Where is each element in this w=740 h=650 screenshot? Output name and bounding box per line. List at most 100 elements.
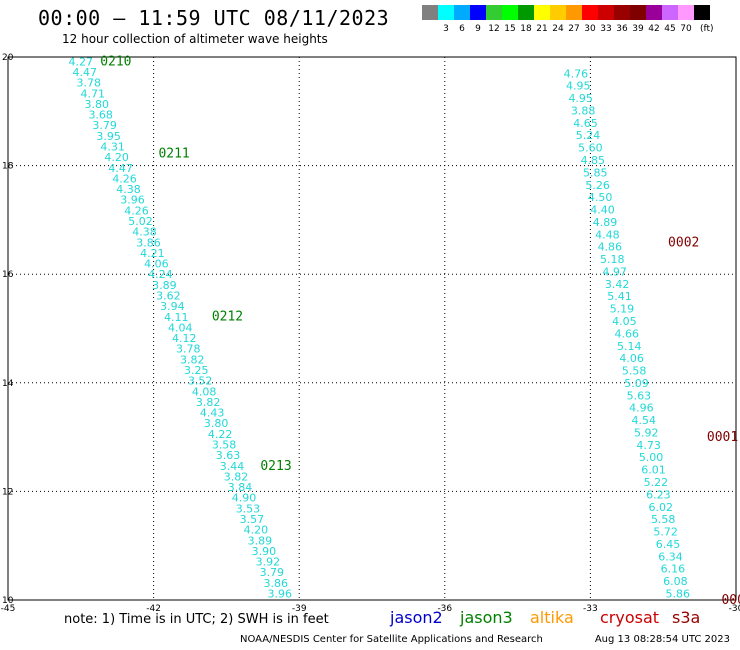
swh-value: 3.92 [256, 556, 281, 569]
swh-value: 3.90 [252, 545, 277, 558]
swh-value: 5.86 [666, 587, 691, 600]
grid [7, 56, 737, 601]
swh-value: 4.66 [615, 327, 640, 340]
swh-value: 6.16 [661, 563, 686, 576]
swh-value: 4.31 [100, 140, 125, 153]
swh-value: 4.73 [636, 439, 661, 452]
swh-value: 6.45 [656, 538, 681, 551]
swh-value: 4.97 [602, 265, 627, 278]
swh-value: 3.94 [160, 300, 185, 313]
y-tick-label: 16 [2, 270, 14, 280]
timestamp: Aug 13 08:28:54 UTC 2023 [594, 634, 730, 645]
color-swatch [438, 5, 454, 20]
color-swatch [646, 5, 662, 20]
color-swatch [694, 5, 710, 20]
swh-value: 4.26 [112, 172, 137, 185]
color-swatch [502, 5, 518, 20]
swh-value: 6.23 [646, 488, 671, 501]
swh-value: 3.82 [196, 396, 221, 409]
color-label: 18 [520, 24, 532, 34]
swh-value: 3.96 [120, 194, 145, 207]
swh-value: 3.25 [184, 364, 209, 377]
note-text: note: 1) Time is in UTC; 2) SWH is in fe… [64, 612, 329, 627]
swh-value: 3.57 [240, 513, 265, 526]
swh-value: 5.58 [651, 513, 676, 526]
color-label: 36 [616, 24, 628, 34]
swh-value: 3.86 [264, 577, 289, 590]
color-label: 27 [568, 24, 580, 34]
satellite-s3a: s3a [672, 608, 701, 627]
pass-label: 0211 [158, 147, 189, 162]
swh-value: 4.96 [629, 402, 654, 415]
satellite-cryosat: cryosat [600, 608, 660, 627]
swh-value: 4.38 [132, 226, 157, 239]
axis-ticks: -45 -42 -39 -36 -33 -30 20 18 16 14 12 10 [1, 53, 740, 614]
swh-value: 3.88 [571, 104, 596, 117]
swh-value: 3.89 [248, 534, 273, 547]
swh-value: 5.18 [600, 253, 625, 266]
color-swatch [470, 5, 486, 20]
swh-value: 4.40 [590, 204, 615, 217]
swh-value: 3.80 [204, 417, 229, 430]
swh-value: 3.86 [136, 236, 161, 249]
swh-value: 6.08 [663, 575, 688, 588]
swh-value: 4.54 [632, 414, 657, 427]
swh-value: 3.82 [224, 470, 249, 483]
credit-text: NOAA/NESDIS Center for Satellite Applica… [240, 634, 543, 645]
satellite-jason3: jason3 [460, 608, 513, 627]
color-label: 12 [488, 24, 500, 34]
x-tick-label: -39 [292, 604, 307, 614]
swh-value: 4.27 [69, 55, 94, 68]
swh-value: 4.20 [244, 524, 269, 537]
swh-value: 4.43 [200, 407, 225, 420]
swh-value: 3.95 [96, 130, 121, 143]
swh-value: 4.71 [80, 87, 105, 100]
swh-value: 5.63 [627, 389, 652, 402]
swh-value: 5.58 [622, 365, 647, 378]
swh-value: 3.53 [236, 502, 261, 515]
swh-value: 3.42 [605, 278, 630, 291]
color-swatch [534, 5, 550, 20]
color-swatch [598, 5, 614, 20]
swh-value: 4.12 [172, 332, 197, 345]
swh-value: 5.00 [639, 451, 664, 464]
swh-value: 3.84 [228, 481, 253, 494]
pass-label: 0000 [721, 593, 740, 608]
x-tick-label: -36 [437, 604, 452, 614]
swh-value: 5.24 [576, 129, 601, 142]
pass-labels: 0210 0211 0212 0213 0002 0001 0000 [100, 54, 740, 608]
swh-value: 4.20 [104, 151, 129, 164]
swh-value: 6.34 [658, 550, 683, 563]
unit-label: (ft) [700, 24, 714, 34]
swh-value: 3.44 [220, 460, 245, 473]
y-tick-label: 18 [2, 162, 14, 172]
swh-value: 3.68 [88, 109, 113, 122]
y-tick-label: 14 [2, 379, 14, 389]
swh-value: 3.82 [180, 353, 205, 366]
swh-value: 4.89 [593, 216, 618, 229]
swh-value: 5.60 [578, 142, 603, 155]
swh-tracks: 4.274.473.784.713.803.683.793.954.314.20… [69, 55, 690, 600]
swh-value: 3.52 [188, 375, 213, 388]
color-label: 15 [504, 24, 516, 34]
swh-value: 5.14 [617, 340, 642, 353]
swh-value: 3.78 [176, 343, 201, 356]
swh-value: 4.04 [168, 321, 193, 334]
color-swatch [486, 5, 502, 20]
swh-value: 5.22 [644, 476, 669, 489]
pass-label: 0213 [260, 459, 291, 474]
y-tick-label: 10 [2, 596, 14, 606]
swh-value: 4.47 [108, 162, 133, 175]
plot-frame [7, 56, 737, 601]
color-label: 70 [680, 24, 692, 34]
color-swatch [630, 5, 646, 20]
swh-value: 4.26 [124, 204, 149, 217]
color-swatch [518, 5, 534, 20]
swh-value: 5.26 [585, 179, 610, 192]
satellite-altika: altika [530, 608, 574, 627]
color-swatch [614, 5, 630, 20]
swh-value: 3.80 [84, 98, 109, 111]
swh-value: 4.85 [581, 154, 606, 167]
map-title: 00:00 – 11:59 UTC 08/11/2023 [38, 6, 390, 30]
